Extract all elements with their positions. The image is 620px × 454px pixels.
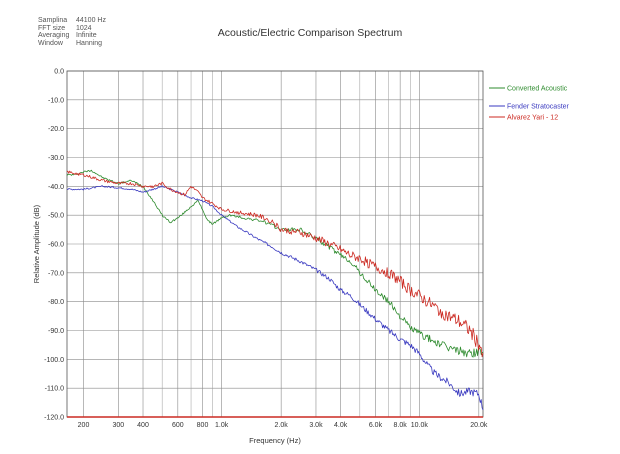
legend-label: Fender Stratocaster xyxy=(507,104,570,111)
y-tick-label: -100.0 xyxy=(44,357,64,364)
y-tick-label: -40.0 xyxy=(48,184,64,191)
setting-value: 1024 xyxy=(76,24,92,32)
y-tick-label: -10.0 xyxy=(48,97,64,104)
x-tick-label: 400 xyxy=(137,422,149,429)
x-tick-label: 20.0k xyxy=(470,422,488,429)
x-tick-label: 6.0k xyxy=(369,422,383,429)
legend-label: Alvarez Yari - 12 xyxy=(507,115,558,122)
series-line xyxy=(67,185,484,411)
x-tick-label: 3.0k xyxy=(309,422,323,429)
x-tick-label: 2.0k xyxy=(275,422,289,429)
y-tick-label: -30.0 xyxy=(48,155,64,162)
x-tick-label: 600 xyxy=(172,422,184,429)
y-tick-label: -90.0 xyxy=(48,328,64,335)
setting-averaging: Averaging Infinite xyxy=(38,32,106,40)
setting-key: Samplina xyxy=(38,17,68,24)
setting-sampling: Samplina 44100 Hz xyxy=(38,17,106,25)
x-tick-label: 8.0k xyxy=(394,422,408,429)
y-tick-label: -80.0 xyxy=(48,299,64,306)
y-tick-label: -70.0 xyxy=(48,270,64,277)
y-tick-label: -50.0 xyxy=(48,213,64,220)
x-tick-label: 200 xyxy=(78,422,90,429)
measurement-settings: Samplina 44100 Hz FFT size 1024 Averagin… xyxy=(38,17,106,47)
setting-value: 44100 Hz xyxy=(76,17,106,24)
setting-key: Averaging xyxy=(38,32,70,40)
x-tick-label: 1.0k xyxy=(215,422,229,429)
setting-fft-size: FFT size 1024 xyxy=(38,25,106,33)
y-tick-label: 0.0 xyxy=(54,69,64,76)
setting-key: FFT size xyxy=(38,24,66,32)
y-tick-label: -110.0 xyxy=(45,386,64,393)
chart-title: Acoustic/Electric Comparison Spectrum xyxy=(217,27,403,39)
x-axis-label: Frequency (Hz) xyxy=(249,436,301,445)
x-tick-label: 10.0k xyxy=(411,422,429,429)
setting-key: Window xyxy=(38,39,63,47)
setting-window: Window Hanning xyxy=(38,40,106,48)
y-tick-label: -60.0 xyxy=(48,242,64,249)
x-tick-label: 800 xyxy=(197,422,209,429)
setting-value: Infinite xyxy=(76,32,97,40)
y-tick-label: -120.0 xyxy=(44,415,64,422)
series-line xyxy=(66,170,484,358)
series-line xyxy=(66,169,484,358)
x-tick-label: 300 xyxy=(112,422,124,429)
setting-value: Hanning xyxy=(76,39,103,47)
legend-label: Converted Acoustic xyxy=(507,86,568,93)
y-tick-label: -20.0 xyxy=(48,126,64,133)
x-tick-label: 4.0k xyxy=(334,422,348,429)
y-axis-label: Relative Amplitude (dB) xyxy=(32,204,41,283)
